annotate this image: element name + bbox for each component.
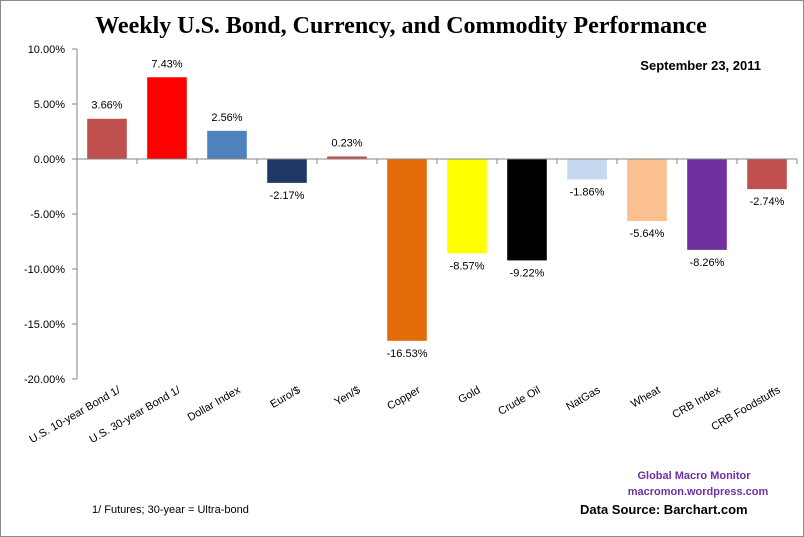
bar [327,156,367,159]
brand-name: Global Macro Monitor [637,470,751,482]
bar [567,159,607,180]
x-axis [76,158,798,164]
bar [447,159,487,254]
x-tick-label: Gold [456,384,482,406]
x-tick-label: Copper [385,384,423,413]
data-label: 0.23% [331,137,362,149]
bar [687,159,727,250]
y-tick-label: -15.00% [24,319,65,331]
y-tick-label: -5.00% [30,209,65,221]
data-label: 7.43% [151,58,182,70]
bar [627,159,667,222]
data-label: -16.53% [387,348,428,360]
bars [87,77,787,341]
bar [507,159,547,261]
x-tick-label: Dollar Index [186,384,243,424]
chart-title: Weekly U.S. Bond, Currency, and Commodit… [95,13,707,39]
brand-url[interactable]: macromon.wordpress.com [628,486,769,498]
data-label: 2.56% [211,112,242,124]
y-tick-label: -20.00% [24,374,65,386]
x-tick-label: Yen/$ [332,384,362,408]
y-axis: 10.00% 5.00% 0.00% -5.00% -10.00% -15.00% -20.… [24,44,78,386]
data-label: -8.57% [450,260,485,272]
data-label: -2.74% [750,196,785,208]
bar [267,159,307,183]
data-label: -1.86% [570,186,605,198]
x-tick-label: CRB Index [670,384,722,421]
footnote: 1/ Futures; 30-year = Ultra-bond [92,504,249,516]
bar [387,159,427,341]
bar [147,77,187,159]
data-labels: 3.66% 7.43% 2.56% -2.17% 0.23% -16.53% -8.57% -… [91,58,784,360]
y-tick-label: -10.00% [24,264,65,276]
data-label: -2.17% [270,190,305,202]
y-tick-label: 5.00% [34,99,65,111]
chart-date: September 23, 2011 [640,58,761,73]
bar [207,130,247,159]
y-tick-label: 0.00% [34,154,65,166]
category-labels: U.S. 10-year Bond 1/U.S. 30-year Bond 1/… [28,384,783,446]
y-tick-label: 10.00% [28,44,66,56]
x-tick-label: Crude Oil [496,384,542,418]
data-source: Data Source: Barchart.com [580,502,748,517]
bar [87,118,127,159]
data-label: -9.22% [510,267,545,279]
data-label: -8.26% [690,257,725,269]
data-label: -5.64% [630,228,665,240]
x-tick-label: Euro/$ [268,384,302,411]
data-label: 3.66% [91,100,122,112]
x-tick-label: NatGas [564,384,603,413]
x-tick-label: Wheat [629,384,663,410]
bar [747,159,787,190]
